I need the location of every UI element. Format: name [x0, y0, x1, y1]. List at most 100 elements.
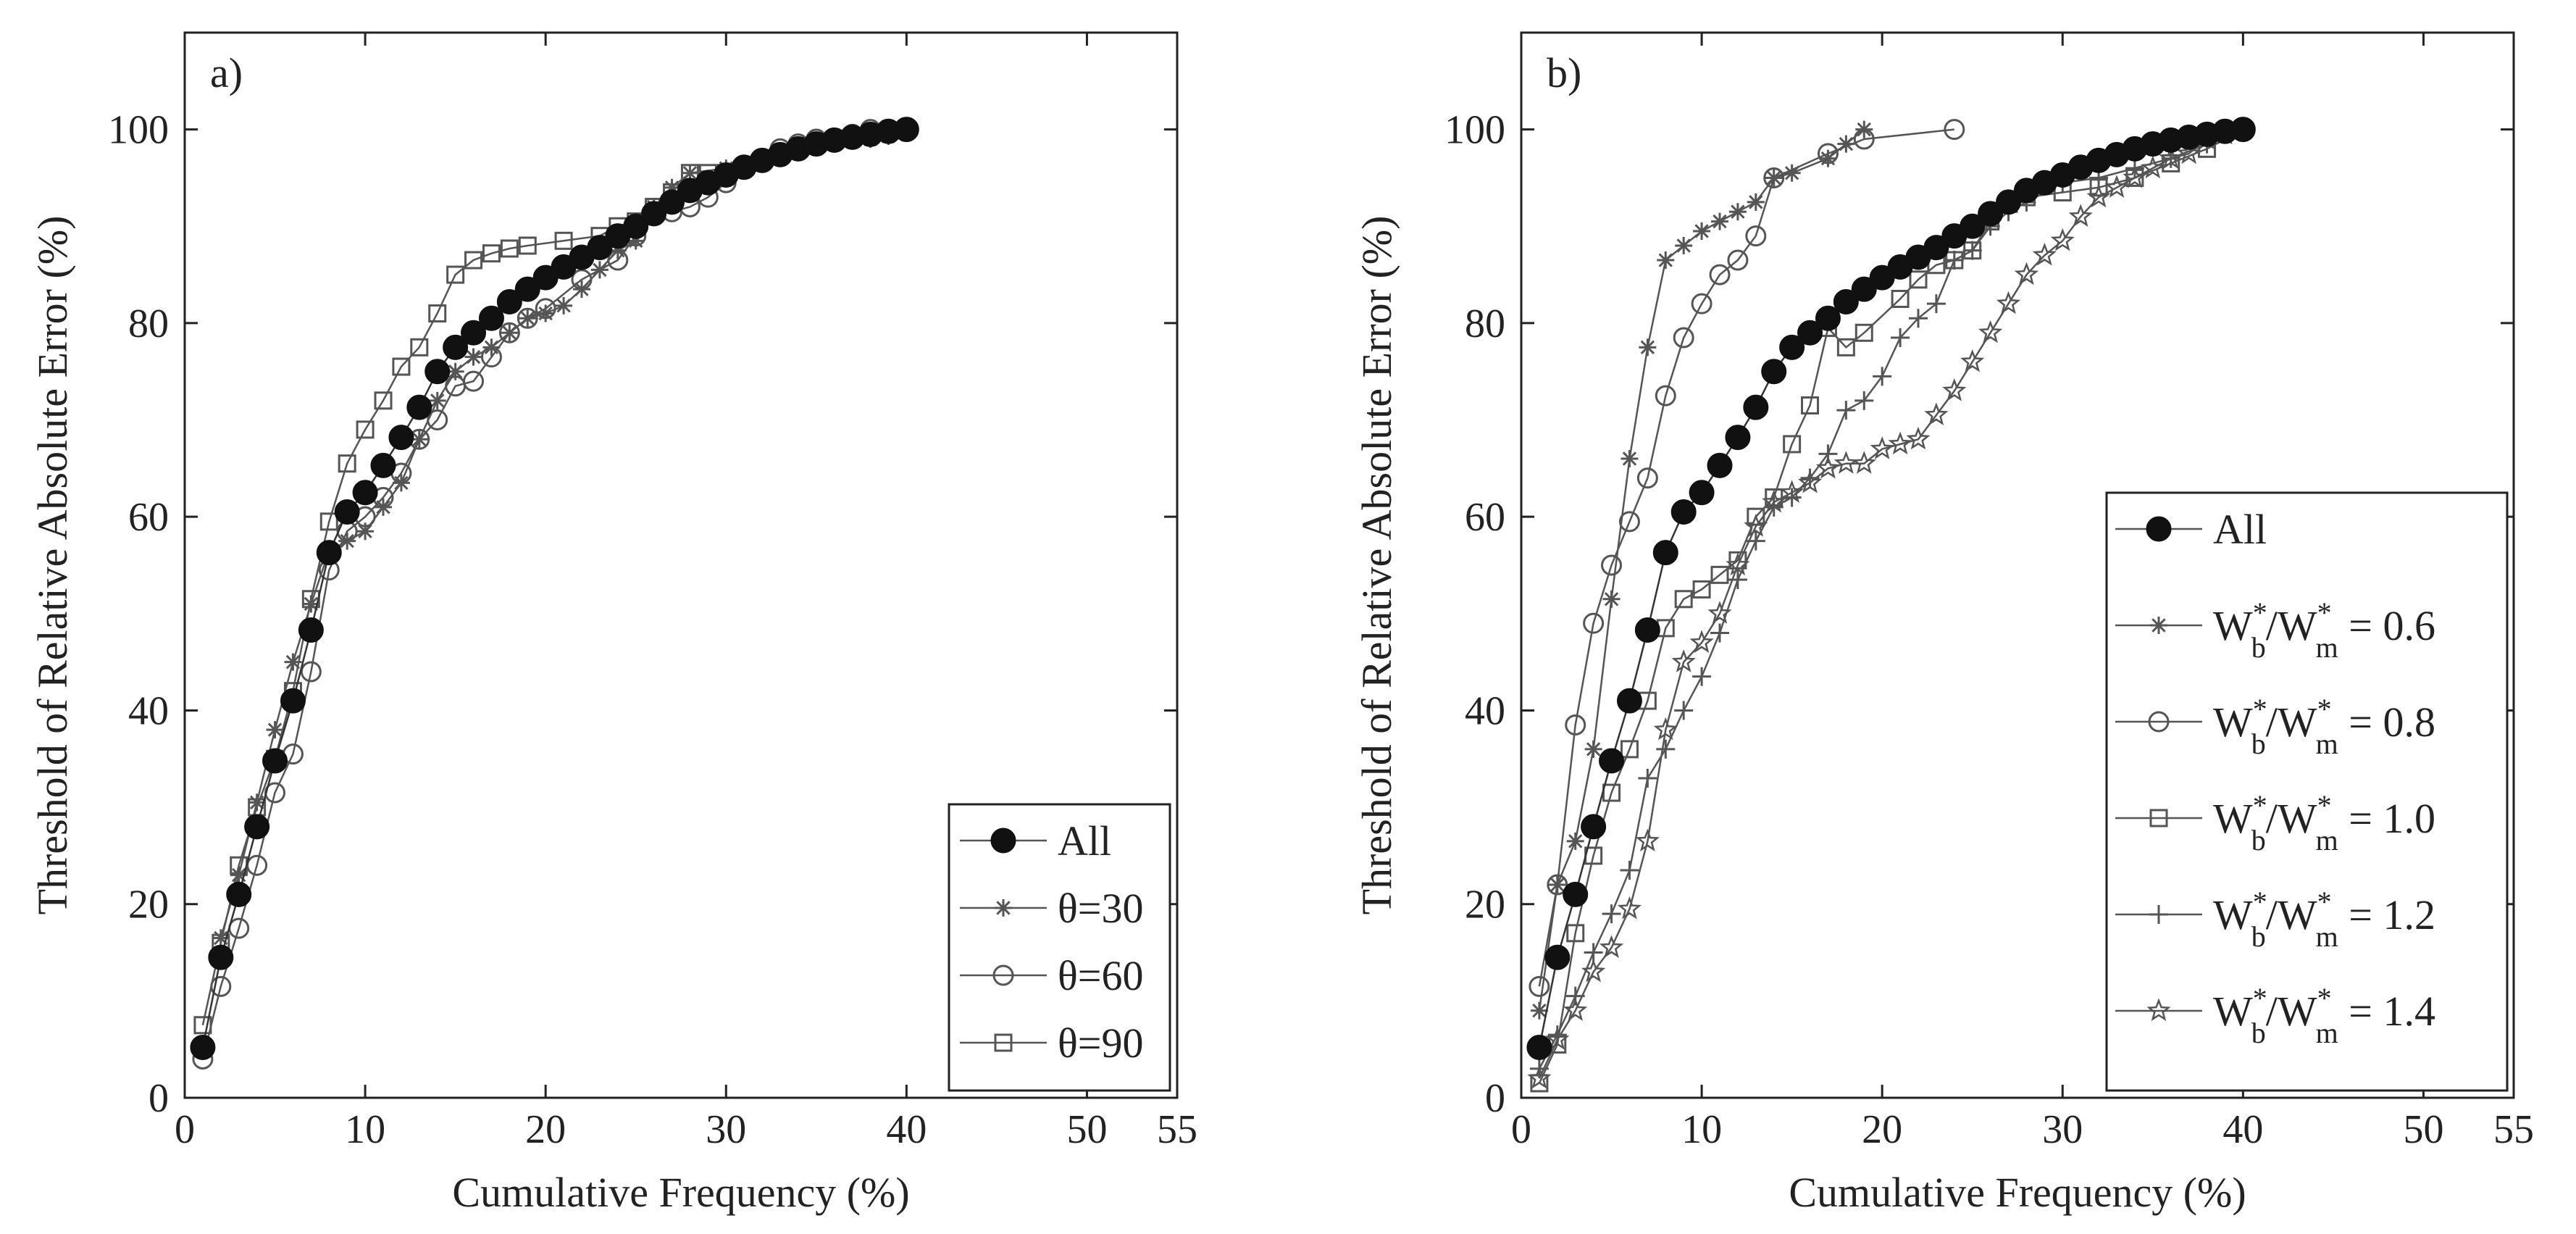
- data-point: [1836, 338, 1855, 357]
- data-point: [2123, 165, 2147, 188]
- data-point: [2068, 204, 2093, 228]
- y-tick-label: 80: [128, 301, 169, 346]
- data-point: [464, 251, 483, 270]
- data-point: [1674, 590, 1693, 609]
- data-point: [1962, 241, 1982, 260]
- data-point: [1817, 143, 1839, 164]
- data-point: [1960, 213, 1986, 239]
- legend-label: W* b/W* m = 1.4: [2213, 982, 2435, 1049]
- data-point: [2086, 184, 2111, 208]
- data-point: [262, 748, 288, 774]
- data-point: [555, 296, 573, 314]
- legend-marker: [2148, 711, 2170, 733]
- data-point: [1815, 305, 1841, 331]
- data-point: [1635, 828, 1660, 851]
- data-point: [1566, 832, 1584, 850]
- legend-marker: [2149, 905, 2168, 924]
- series-b: [1526, 117, 2256, 1093]
- y-tick-label: 60: [128, 495, 169, 540]
- data-point: [1743, 394, 1769, 420]
- data-point: [1691, 293, 1713, 314]
- y-tick-label: 20: [128, 883, 169, 927]
- legend-label: All: [2213, 506, 2267, 553]
- x-tick-label: 40: [886, 1107, 927, 1152]
- data-point: [1744, 513, 1768, 537]
- data-point: [1584, 943, 1603, 962]
- data-point: [1960, 349, 1985, 372]
- data-point: [1526, 1035, 1552, 1061]
- x-tick-label: 10: [1681, 1107, 1722, 1152]
- x-tick-label: 50: [1066, 1107, 1107, 1152]
- data-point: [1779, 334, 1805, 360]
- data-point: [1944, 251, 1964, 270]
- data-point: [1926, 294, 1946, 314]
- data-point: [1544, 944, 1571, 970]
- data-point: [1728, 551, 1747, 570]
- data-point: [1602, 590, 1621, 608]
- legend-label: W* b/W* m = 0.8: [2213, 693, 2435, 760]
- data-point: [338, 454, 356, 473]
- data-point: [1710, 623, 1729, 643]
- data-point: [1852, 451, 1876, 474]
- data-point: [356, 522, 375, 541]
- data-point: [193, 1016, 212, 1035]
- data-point: [1583, 612, 1605, 634]
- data-point: [1656, 739, 1676, 759]
- data-point: [374, 391, 393, 410]
- data-point: [266, 721, 284, 739]
- data-point: [1819, 149, 1837, 167]
- data-point: [623, 213, 649, 239]
- data-point: [208, 944, 234, 970]
- data-point: [1581, 959, 1606, 983]
- data-point: [425, 359, 451, 385]
- data-point: [1547, 874, 1568, 896]
- data-point: [298, 617, 324, 643]
- data-point: [1942, 378, 1967, 401]
- data-point: [410, 338, 429, 357]
- legend-marker: [2150, 617, 2167, 634]
- data-point: [517, 307, 538, 329]
- data-point: [1602, 904, 1621, 924]
- data-point: [1710, 565, 1729, 584]
- data-point: [370, 452, 396, 478]
- data-point: [464, 348, 482, 366]
- data-point: [496, 289, 522, 315]
- data-point: [388, 425, 414, 451]
- data-point: [1891, 328, 1910, 347]
- legend-label: θ=90: [1058, 1020, 1144, 1067]
- y-axis-label-a: Threshold of Relative Absolute Error (%): [29, 216, 76, 915]
- data-point: [1873, 367, 1892, 386]
- data-point: [230, 866, 248, 884]
- data-point: [500, 239, 519, 258]
- data-point: [518, 236, 537, 255]
- data-point: [463, 370, 485, 392]
- data-point: [1978, 320, 2003, 343]
- x-tick-label: 55: [2493, 1107, 2534, 1152]
- data-point: [1924, 402, 1949, 426]
- data-point: [1797, 470, 1823, 493]
- panel-label-b: b): [1547, 49, 1581, 96]
- data-point: [482, 244, 501, 263]
- x-tick-label: 40: [2222, 1107, 2263, 1152]
- data-point: [316, 540, 342, 566]
- data-point: [1870, 436, 1894, 459]
- data-point: [1833, 289, 1859, 315]
- data-point: [607, 249, 629, 271]
- data-point: [1563, 998, 1588, 1021]
- data-point: [1797, 320, 1823, 346]
- panel-label-a: a): [210, 49, 243, 96]
- data-point: [1909, 270, 1928, 289]
- data-point: [1944, 119, 1965, 141]
- panel-b: b) Cumulative Frequency (%) Threshold of…: [1353, 31, 2534, 1216]
- data-point: [480, 346, 502, 368]
- legend-marker: [992, 964, 1014, 986]
- y-tick-label: 100: [108, 108, 169, 153]
- legend-marker: [994, 1033, 1013, 1052]
- series-line: [1538, 128, 1865, 1011]
- data-point: [190, 1035, 216, 1061]
- y-axis-label-b: Threshold of Relative Absolute Error (%): [1353, 216, 1400, 915]
- data-point: [1601, 554, 1623, 576]
- data-point: [1639, 338, 1657, 357]
- data-point: [392, 357, 411, 376]
- data-point: [2141, 155, 2165, 179]
